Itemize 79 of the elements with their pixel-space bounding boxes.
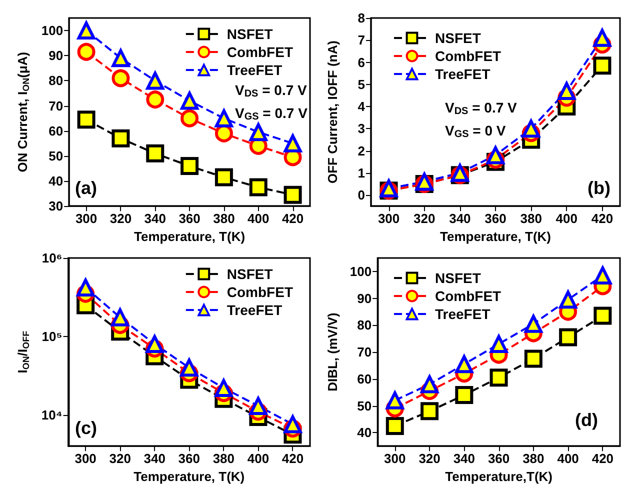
y-tick-label: 40: [357, 424, 372, 440]
x-tick-label: 420: [282, 450, 304, 466]
y-tick-label: 50: [357, 398, 372, 413]
x-tick-label: 320: [414, 211, 436, 226]
y-tick-label: 40: [48, 174, 64, 189]
y-tick-label: 10⁴: [41, 406, 62, 422]
x-tick-label: 360: [178, 211, 200, 226]
x-axis-title: Temperature, T(K): [440, 229, 551, 244]
x-tick-label: 360: [178, 450, 200, 466]
x-tick-label: 400: [556, 211, 578, 226]
y-tick-label: 1: [358, 165, 365, 180]
legend-label: CombFET: [226, 44, 294, 60]
y-axis-title: DIBL, (mV/V): [325, 312, 340, 391]
x-tick-label: 400: [557, 450, 579, 466]
y-tick-label: 80: [48, 73, 64, 88]
y-tick-label: 90: [357, 290, 372, 306]
x-tick-label: 380: [520, 211, 542, 226]
x-tick-label: 320: [109, 450, 131, 466]
x-tick-label: 300: [378, 211, 400, 226]
y-tick-label: 100: [350, 263, 372, 278]
y-tick-label: 0: [358, 188, 365, 203]
x-tick-label: 300: [74, 450, 96, 466]
y-tick-label: 70: [357, 344, 372, 360]
x-tick-label: 360: [488, 450, 510, 466]
y-tick-label: 100: [41, 23, 64, 38]
legend-label: TreeFET: [226, 62, 283, 78]
x-tick-label: 400: [247, 450, 270, 466]
y-tick-label: 6: [358, 54, 365, 70]
y-tick-label: 5: [358, 76, 365, 92]
x-axis-title: Temperature, T(K): [134, 229, 246, 244]
y-tick-label: 60: [357, 370, 372, 386]
x-tick-label: 340: [453, 450, 476, 466]
y-tick-label: 50: [48, 148, 64, 164]
y-axis-title: ION/IOFF: [15, 330, 31, 373]
y-tick-label: 30: [48, 198, 64, 214]
annotation: (d): [575, 410, 598, 430]
x-tick-label: 380: [213, 211, 235, 226]
x-tick-label: 420: [591, 211, 614, 226]
x-tick-label: 300: [384, 450, 406, 466]
y-tick-label: 90: [48, 48, 64, 64]
legend-label: TreeFET: [226, 302, 283, 318]
x-tick-label: 420: [282, 211, 304, 226]
legend-label: CombFET: [435, 288, 502, 304]
y-axis-title: ON Current, ION(μA): [15, 52, 31, 172]
x-tick-label: 400: [248, 211, 270, 226]
y-axis-title: OFF Current, IOFF (nA): [325, 40, 340, 184]
y-tick-label: 8: [358, 10, 365, 26]
y-tick-label: 3: [358, 121, 365, 136]
y-tick-label: 10⁶: [42, 250, 62, 265]
x-axis-title: Temperature,T(K): [445, 468, 552, 484]
x-tick-label: 320: [418, 450, 440, 466]
annotation: (a): [75, 178, 98, 198]
annotation: (c): [75, 417, 98, 438]
x-tick-label: 420: [592, 450, 614, 466]
x-tick-label: 380: [212, 450, 235, 466]
y-tick-label: 2: [358, 143, 365, 158]
x-tick-label: 340: [144, 450, 166, 466]
legend-label: NSFET: [226, 266, 274, 282]
x-tick-label: 300: [75, 211, 98, 226]
y-tick-label: 70: [48, 98, 64, 114]
y-tick-label: 4: [358, 99, 366, 114]
legend-label: TreeFET: [435, 66, 491, 82]
y-tick-label: 7: [358, 32, 365, 48]
y-tick-label: 80: [357, 317, 372, 332]
legend-label: CombFET: [226, 284, 294, 300]
x-tick-label: 320: [110, 211, 132, 226]
x-tick-label: 360: [484, 211, 506, 226]
legend-label: NSFET: [226, 26, 274, 42]
legend-label: NSFET: [435, 30, 482, 46]
x-tick-label: 340: [449, 211, 471, 226]
annotation: (b): [588, 178, 610, 198]
y-tick-label: 10⁵: [42, 328, 62, 344]
x-axis-title: Temperature, T(K): [134, 468, 245, 484]
y-tick-label: 60: [48, 123, 64, 138]
x-tick-label: 380: [522, 450, 544, 466]
x-tick-label: 340: [144, 211, 166, 226]
legend-label: CombFET: [435, 48, 502, 64]
legend-label: TreeFET: [435, 306, 491, 322]
legend-label: NSFET: [435, 270, 482, 286]
